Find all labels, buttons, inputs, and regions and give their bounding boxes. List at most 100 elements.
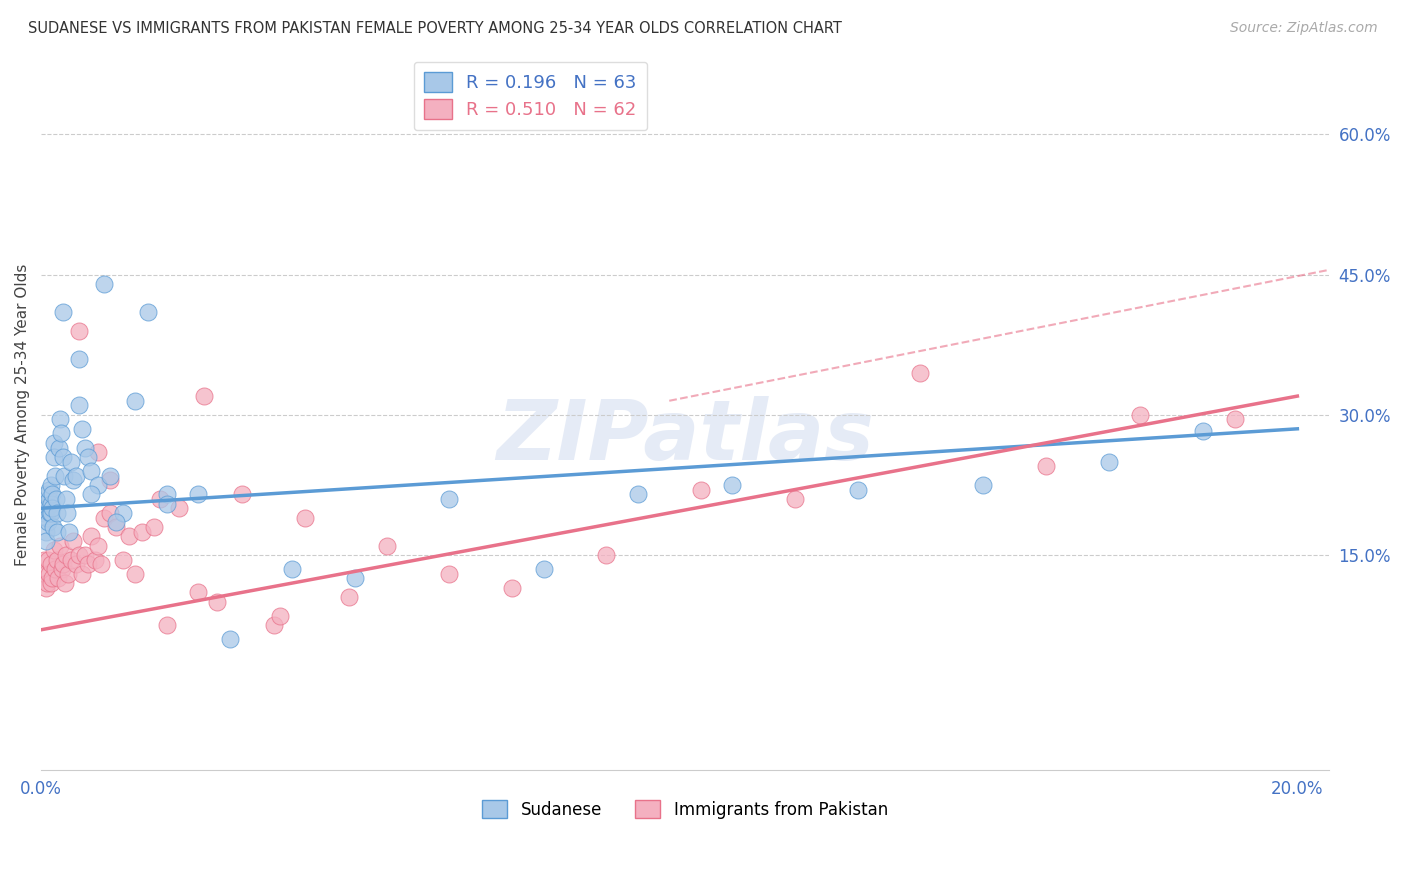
Point: [105, 520, 128, 534]
Point: [156, 487, 179, 501]
Point: [77, 450, 100, 464]
Point: [105, 516, 128, 530]
Point: [80, 529, 103, 543]
Point: [39, 478, 62, 492]
Point: [56, 566, 79, 581]
Point: [44, 468, 66, 483]
Point: [86, 539, 108, 553]
Point: [205, 595, 228, 609]
Point: [44, 450, 66, 464]
Point: [37, 552, 59, 566]
Point: [52, 305, 75, 319]
Point: [42, 543, 65, 558]
Point: [39, 558, 62, 572]
Point: [783, 491, 806, 506]
Point: [1035, 459, 1057, 474]
Point: [41, 571, 63, 585]
Point: [439, 491, 461, 506]
Point: [846, 483, 869, 497]
Point: [77, 558, 100, 572]
Point: [67, 399, 90, 413]
Point: [38, 491, 60, 506]
Point: [124, 393, 146, 408]
Point: [337, 590, 360, 604]
Point: [42, 520, 65, 534]
Point: [75, 441, 97, 455]
Point: [37, 516, 59, 530]
Point: [80, 487, 103, 501]
Point: [65, 558, 87, 572]
Text: Source: ZipAtlas.com: Source: ZipAtlas.com: [1230, 21, 1378, 35]
Text: SUDANESE VS IMMIGRANTS FROM PAKISTAN FEMALE POVERTY AMONG 25-34 YEAR OLDS CORREL: SUDANESE VS IMMIGRANTS FROM PAKISTAN FEM…: [28, 21, 842, 36]
Point: [49, 412, 72, 426]
Point: [58, 524, 80, 539]
Point: [32, 506, 55, 520]
Point: [156, 497, 179, 511]
Point: [46, 524, 69, 539]
Point: [98, 506, 121, 520]
Point: [34, 524, 56, 539]
Point: [93, 277, 115, 291]
Point: [595, 548, 617, 562]
Point: [169, 501, 191, 516]
Point: [269, 608, 291, 623]
Point: [93, 510, 115, 524]
Point: [67, 324, 90, 338]
Point: [35, 581, 58, 595]
Point: [46, 571, 69, 585]
Point: [67, 351, 90, 366]
Point: [80, 464, 103, 478]
Point: [187, 585, 209, 599]
Point: [52, 558, 75, 572]
Point: [98, 468, 121, 483]
Point: [49, 539, 72, 553]
Point: [55, 548, 77, 562]
Y-axis label: Female Poverty Among 25-34 Year Olds: Female Poverty Among 25-34 Year Olds: [15, 264, 30, 566]
Point: [1098, 454, 1121, 468]
Point: [263, 618, 285, 632]
Point: [65, 468, 87, 483]
Point: [67, 548, 90, 562]
Point: [56, 506, 79, 520]
Point: [45, 506, 67, 520]
Point: [439, 566, 461, 581]
Point: [35, 533, 58, 548]
Point: [86, 478, 108, 492]
Point: [910, 366, 932, 380]
Point: [86, 445, 108, 459]
Point: [53, 468, 76, 483]
Point: [38, 566, 60, 581]
Point: [32, 552, 55, 566]
Point: [37, 576, 59, 591]
Point: [218, 632, 240, 647]
Point: [51, 562, 73, 576]
Point: [627, 487, 650, 501]
Point: [45, 491, 67, 506]
Point: [53, 576, 76, 591]
Point: [59, 552, 82, 566]
Point: [90, 558, 112, 572]
Point: [83, 552, 105, 566]
Point: [533, 562, 555, 576]
Legend: Sudanese, Immigrants from Pakistan: Sudanese, Immigrants from Pakistan: [475, 794, 894, 826]
Point: [375, 539, 398, 553]
Point: [62, 533, 84, 548]
Point: [111, 506, 134, 520]
Point: [37, 487, 59, 501]
Point: [131, 524, 153, 539]
Point: [52, 450, 75, 464]
Point: [60, 454, 83, 468]
Point: [44, 562, 66, 576]
Point: [55, 491, 77, 506]
Point: [689, 483, 711, 497]
Point: [281, 562, 304, 576]
Point: [118, 529, 141, 543]
Point: [156, 618, 179, 632]
Point: [1192, 424, 1215, 438]
Point: [149, 491, 172, 506]
Point: [111, 552, 134, 566]
Point: [136, 305, 159, 319]
Point: [75, 548, 97, 562]
Point: [38, 483, 60, 497]
Point: [193, 389, 215, 403]
